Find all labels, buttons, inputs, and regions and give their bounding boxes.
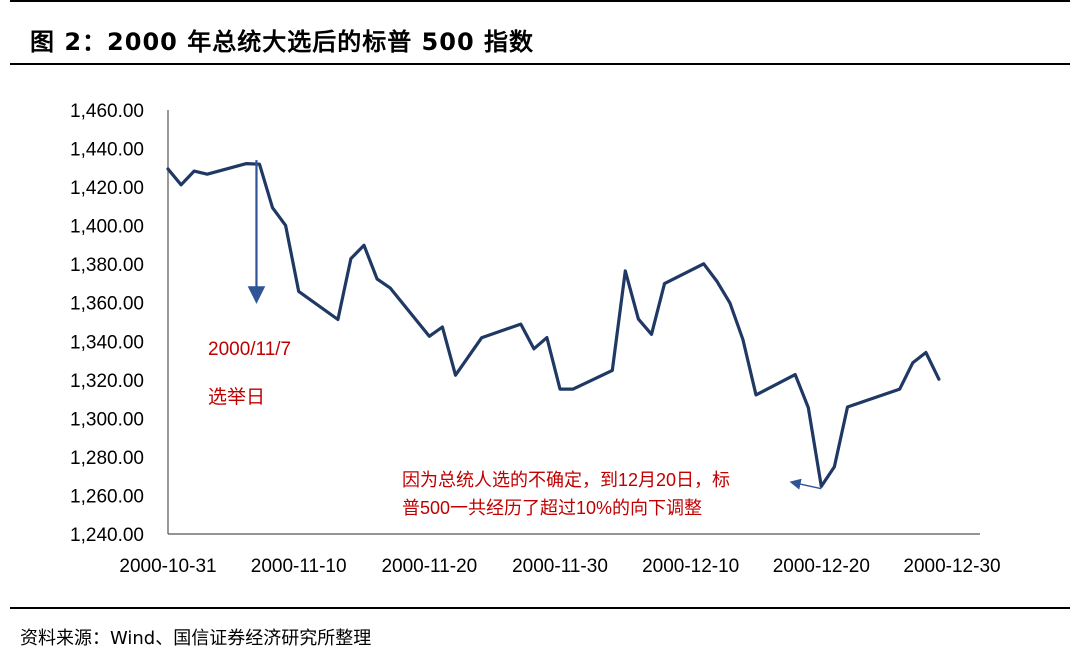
series-group bbox=[166, 161, 941, 488]
y-tick-label: 1,240.00 bbox=[70, 525, 144, 546]
y-tick-label: 1,260.00 bbox=[70, 486, 144, 507]
y-tick-label: 1,340.00 bbox=[70, 332, 144, 353]
chart-axes bbox=[167, 110, 980, 535]
line-chart: 1,240.00 1,260.00 1,280.00 1,300.00 1,320.00… bbox=[70, 101, 1001, 577]
y-tick-label: 1,460.00 bbox=[70, 101, 144, 122]
drawdown-arrow bbox=[789, 478, 822, 490]
x-tick-label: 2000-11-30 bbox=[512, 556, 608, 577]
figure-title: 图 2：2000 年总统大选后的标普 500 指数 bbox=[30, 28, 535, 56]
y-tick-label: 1,300.00 bbox=[70, 409, 144, 430]
annotation-group: 2000/11/7 选举日因为总统人选的不确定，到12月20日，标普500一共经历… bbox=[208, 160, 822, 518]
x-tick-label: 2000-11-10 bbox=[251, 556, 347, 577]
y-tick-label: 1,380.00 bbox=[70, 255, 144, 276]
y-tick-label: 1,320.00 bbox=[70, 371, 144, 392]
series-line bbox=[166, 161, 941, 488]
x-tick-label: 2000-10-31 bbox=[119, 556, 216, 577]
x-tick-label: 2000-12-20 bbox=[773, 556, 870, 577]
x-tick-label: 2000-11-20 bbox=[381, 556, 477, 577]
election-date-label: 2000/11/7 bbox=[208, 339, 291, 360]
y-tick-label: 1,400.00 bbox=[70, 217, 144, 238]
x-tick-label: 2000-12-10 bbox=[642, 556, 739, 577]
drawdown-note-line2: 普500一共经历了超过10%的向下调整 bbox=[402, 498, 702, 518]
x-tick-label: 2000-12-30 bbox=[903, 556, 1000, 577]
y-tick-label: 1,420.00 bbox=[70, 178, 144, 199]
y-tick-label: 1,360.00 bbox=[70, 294, 144, 315]
y-axis-ticks: 1,240.00 1,260.00 1,280.00 1,300.00 1,320.00… bbox=[70, 101, 144, 546]
election-day-label: 选举日 bbox=[208, 386, 265, 408]
x-axis-ticks: 2000-10-31 2000-11-10 2000-11-20 2000-11-30… bbox=[119, 556, 1000, 577]
figure-header: 图 2：2000 年总统大选后的标普 500 指数 bbox=[10, 0, 1070, 65]
y-tick-label: 1,280.00 bbox=[70, 448, 144, 469]
source-note: 资料来源：Wind、国信证券经济研究所整理 bbox=[20, 628, 372, 649]
chart-container: 1,240.00 1,260.00 1,280.00 1,300.00 1,320.00… bbox=[0, 70, 1080, 600]
y-tick-label: 1,440.00 bbox=[70, 140, 144, 161]
drawdown-note-line1: 因为总统人选的不确定，到12月20日，标 bbox=[402, 470, 730, 490]
source-divider bbox=[10, 607, 1070, 609]
